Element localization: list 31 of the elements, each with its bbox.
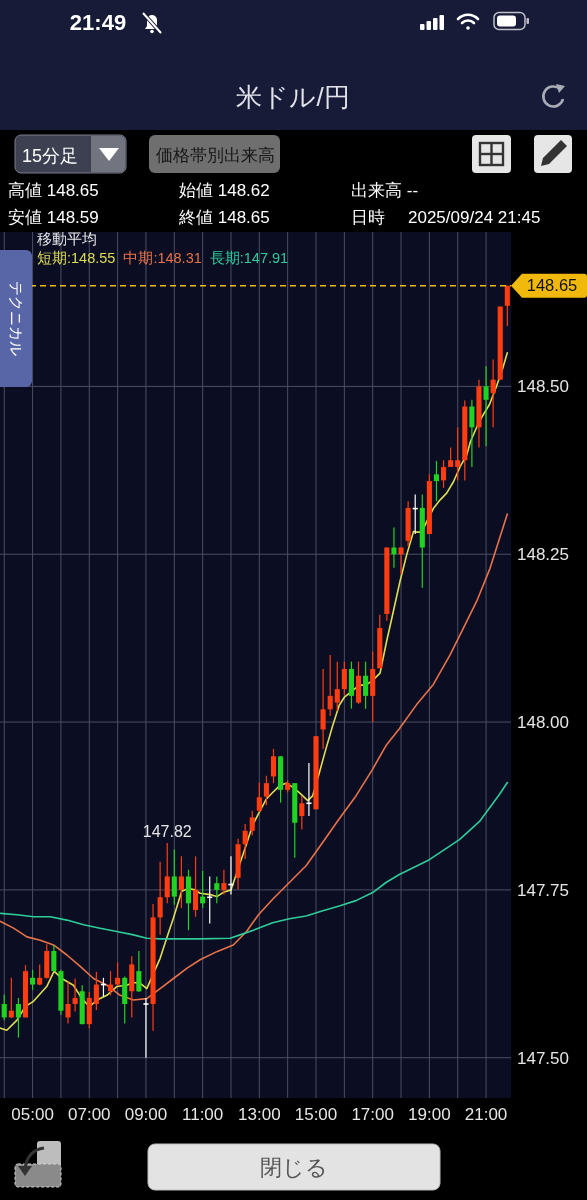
annotation: テクニカル [8,280,25,356]
y-tick-label: 148.50 [517,377,569,397]
annotation: 日時 [351,208,385,227]
x-tick-label: 13:00 [238,1105,281,1124]
y-tick-label: 148.00 [517,713,569,733]
y-tick-label: 148.25 [517,545,569,565]
annotation: 148.65 [526,276,578,295]
title: 米ドル/円 [236,82,350,112]
annotation: 147.82 [142,822,192,840]
control-tab: テクニカル [0,250,32,387]
control-close: 閉じる [147,1143,441,1191]
x-tick-label: 21:00 [464,1105,508,1124]
annotation: 安値 148.59 [8,208,99,227]
y-tick-label: 147.75 [517,880,569,900]
x-tick-label: 07:00 [68,1105,111,1124]
annotation: 21:49 [69,10,127,35]
legend: 移動平均 短期:148.55 中期:148.31 長期:147.91 [37,230,289,266]
y-tick-label: 147.50 [517,1048,569,1068]
x-tick-label: 19:00 [408,1105,451,1124]
x-tick-label: 17:00 [351,1105,394,1124]
annotation: 終値 148.65 [179,208,270,227]
control-dropdown: 15分足 [14,134,127,174]
x-tick-label: 15:00 [294,1105,338,1124]
x-tick-label: 05:00 [11,1105,54,1124]
annotation: 始値 148.62 [179,181,270,200]
control-button: 価格帯別出来高 [149,135,280,173]
x-tick-label: 09:00 [124,1105,168,1124]
annotation: 2025/09/24 21:45 [408,208,541,227]
x-tick-label: 11:00 [182,1105,224,1124]
annotation: 高値 148.65 [8,181,99,200]
annotation: 出来高 -- [351,181,419,200]
